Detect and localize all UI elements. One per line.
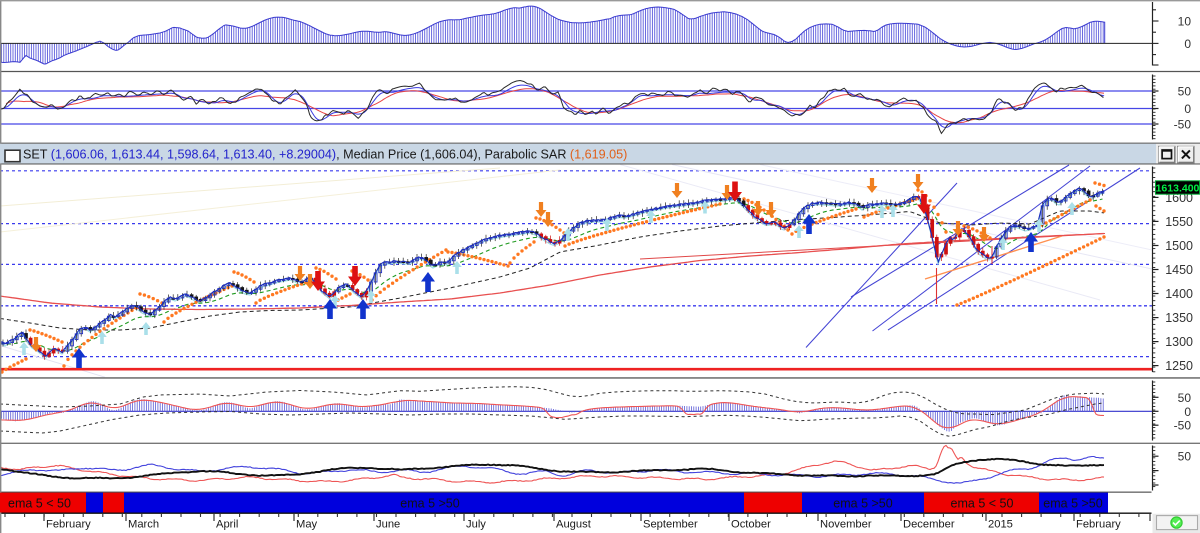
svg-text:February: February bbox=[46, 519, 91, 531]
svg-text:1300: 1300 bbox=[1165, 335, 1193, 349]
svg-text:March: March bbox=[128, 519, 159, 531]
svg-text:June: June bbox=[376, 519, 400, 531]
svg-text:1350: 1350 bbox=[1165, 311, 1193, 325]
svg-text:ema 5 < 50: ema 5 < 50 bbox=[8, 496, 71, 510]
svg-text:ema 5 < 50: ema 5 < 50 bbox=[951, 496, 1014, 510]
svg-text:50: 50 bbox=[1178, 391, 1192, 405]
svg-text:1250: 1250 bbox=[1165, 359, 1193, 373]
svg-text:0: 0 bbox=[1184, 102, 1191, 116]
svg-text:-50: -50 bbox=[1174, 419, 1192, 433]
svg-text:ema 5 >50: ema 5 >50 bbox=[1043, 496, 1102, 510]
svg-text:December: December bbox=[903, 519, 955, 531]
svg-text:50: 50 bbox=[1178, 85, 1192, 99]
svg-text:1450: 1450 bbox=[1165, 263, 1193, 277]
svg-text:February: February bbox=[1076, 519, 1121, 531]
svg-text:2015: 2015 bbox=[988, 519, 1013, 531]
svg-text:1613.400: 1613.400 bbox=[1156, 182, 1200, 194]
svg-text:1400: 1400 bbox=[1165, 287, 1193, 301]
svg-text:10: 10 bbox=[1178, 15, 1192, 29]
svg-text:ema 5 >50: ema 5 >50 bbox=[400, 496, 459, 510]
svg-text:0: 0 bbox=[1184, 37, 1191, 51]
svg-text:August: August bbox=[556, 519, 592, 531]
svg-text:1500: 1500 bbox=[1165, 239, 1193, 253]
svg-text:November: November bbox=[820, 519, 872, 531]
svg-text:April: April bbox=[216, 519, 238, 531]
svg-text:September: September bbox=[643, 519, 698, 531]
svg-text:0: 0 bbox=[1184, 405, 1191, 419]
svg-text:50: 50 bbox=[1178, 450, 1192, 464]
svg-text:-50: -50 bbox=[1174, 118, 1192, 132]
svg-text:SET (1,606.06, 1,613.44, 1,598: SET (1,606.06, 1,613.44, 1,598.64, 1,613… bbox=[23, 148, 627, 162]
svg-text:1550: 1550 bbox=[1165, 215, 1193, 229]
svg-text:May: May bbox=[296, 519, 318, 531]
svg-text:ema 5 >50: ema 5 >50 bbox=[833, 496, 892, 510]
svg-text:October: October bbox=[731, 519, 771, 531]
svg-text:July: July bbox=[466, 519, 486, 531]
